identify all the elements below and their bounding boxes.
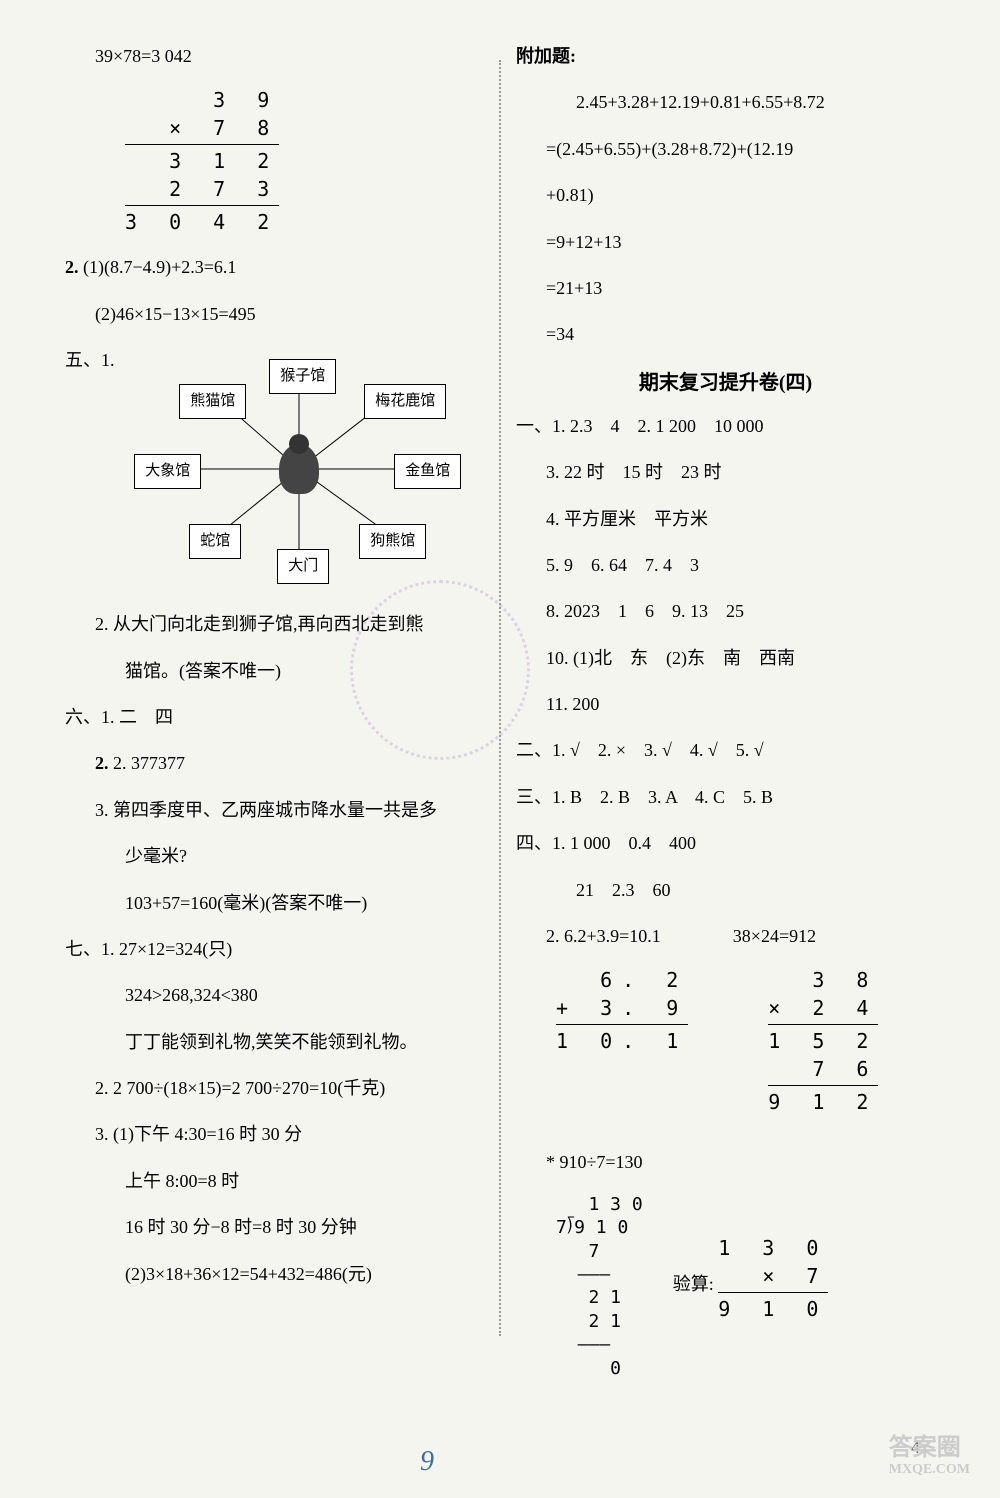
bonus-2: =(2.45+6.55)+(3.28+8.72)+(12.19	[516, 133, 935, 165]
answer-6-3a: 3. 第四季度甲、乙两座城市降水量一共是多	[65, 794, 484, 826]
handwritten-number: 9	[420, 1446, 434, 1478]
right-column: 附加题: 2.45+3.28+12.19+0.81+6.55+8.72 =(2.…	[501, 40, 950, 1458]
answer-6-2: 2. 2. 377377	[65, 747, 484, 779]
answer-7-3b: 上午 8:00=8 时	[65, 1165, 484, 1197]
s4-2: 2. 6.2+3.9=10.1 38×24=912	[516, 920, 935, 952]
s1-10: 10. (1)北 东 (2)东 南 西南	[516, 642, 935, 674]
node-bl: 蛇馆	[189, 524, 241, 559]
monkey-icon	[279, 444, 319, 494]
node-tr: 梅花鹿馆	[364, 384, 446, 419]
s1-5: 5. 9 6. 64 7. 4 3	[516, 549, 935, 581]
node-bottom: 大门	[277, 549, 329, 584]
s4-1: 四、1. 1 000 0.4 400	[516, 827, 935, 859]
answer-7-3a: 3. (1)下午 4:30=16 时 30 分	[65, 1118, 484, 1150]
s1-3: 3. 22 时 15 时 23 时	[516, 456, 935, 488]
vertical-calc-1: 3 9 × 7 8 3 1 2 2 7 3 3 0 4 2	[125, 86, 279, 236]
s1-4: 4. 平方厘米 平方米	[516, 503, 935, 535]
answer-7-2: 2. 2 700÷(18×15)=2 700÷270=10(千克)	[65, 1072, 484, 1104]
s2: 二、1. √ 2. × 3. √ 4. √ 5. √	[516, 734, 935, 766]
answer-5-2a: 2. 从大门向北走到狮子馆,再向西北走到熊	[65, 608, 484, 640]
answer-6-3b: 少毫米?	[65, 840, 484, 872]
left-column: 39×78=3 042 3 9 × 7 8 3 1 2 2 7 3 3 0 4 …	[50, 40, 499, 1458]
s4-star: * 910÷7=130	[516, 1146, 935, 1178]
node-br: 狗熊馆	[359, 524, 426, 559]
node-mr: 金鱼馆	[394, 454, 461, 489]
zoo-diagram: 猴子馆 熊猫馆 梅花鹿馆 大象馆 金鱼馆 蛇馆 狗熊馆 大门	[129, 354, 469, 584]
problem-2-1: 2. 2. (1)(8.7−4.9)+2.3=6.1(1)(8.7−4.9)+2…	[65, 251, 484, 283]
calc-pair: 6. 2 + 3. 9 1 0. 1 3 8 × 2 4 1 5 2 7 6 9…	[516, 966, 935, 1131]
problem-2-2: (2)46×15−13×15=495	[65, 298, 484, 330]
bonus-1: 2.45+3.28+12.19+0.81+6.55+8.72	[516, 86, 935, 118]
answer-5-2b: 猫馆。(答案不唯一)	[65, 655, 484, 687]
s4-1b: 21 2.3 60	[516, 874, 935, 906]
answer-7-1c: 丁丁能领到礼物,笑笑不能领到礼物。	[65, 1026, 484, 1058]
s1-11: 11. 200	[516, 688, 935, 720]
node-top: 猴子馆	[269, 359, 336, 394]
bonus-5: =21+13	[516, 272, 935, 304]
s1-1: 一、1. 2.3 4 2. 1 200 10 000	[516, 410, 935, 442]
verify-label: 验算:	[673, 1275, 714, 1295]
answer-7-3c: 16 时 30 分−8 时=8 时 30 分钟	[65, 1211, 484, 1243]
s3: 三、1. B 2. B 3. A 4. C 5. B	[516, 781, 935, 813]
bonus-3: +0.81)	[516, 179, 935, 211]
node-tl: 熊猫馆	[179, 384, 246, 419]
expression: 39×78=3 042	[65, 40, 484, 72]
answer-7-3d: (2)3×18+36×12=54+432=486(元)	[65, 1258, 484, 1290]
bonus-title: 附加题:	[516, 40, 935, 72]
long-division: 1 3 0 7⟌9 1 0 7 ――― 2 1 2 1 ――― 0	[556, 1193, 643, 1380]
s1-8: 8. 2023 1 6 9. 13 25	[516, 595, 935, 627]
bonus-4: =9+12+13	[516, 226, 935, 258]
section-6-1: 六、1. 二 四	[65, 701, 484, 733]
answer-7-1b: 324>268,324<380	[65, 979, 484, 1011]
answer-6-3c: 103+57=160(毫米)(答案不唯一)	[65, 887, 484, 919]
exam-title-4: 期末复习提升卷(四)	[516, 366, 935, 395]
section-5-label: 五、1.	[65, 344, 115, 376]
section-7-1: 七、1. 27×12=324(只)	[65, 933, 484, 965]
watermark: 答案圈 MXQE.COM	[889, 1427, 970, 1478]
node-ml: 大象馆	[134, 454, 201, 489]
bonus-6: =34	[516, 318, 935, 350]
